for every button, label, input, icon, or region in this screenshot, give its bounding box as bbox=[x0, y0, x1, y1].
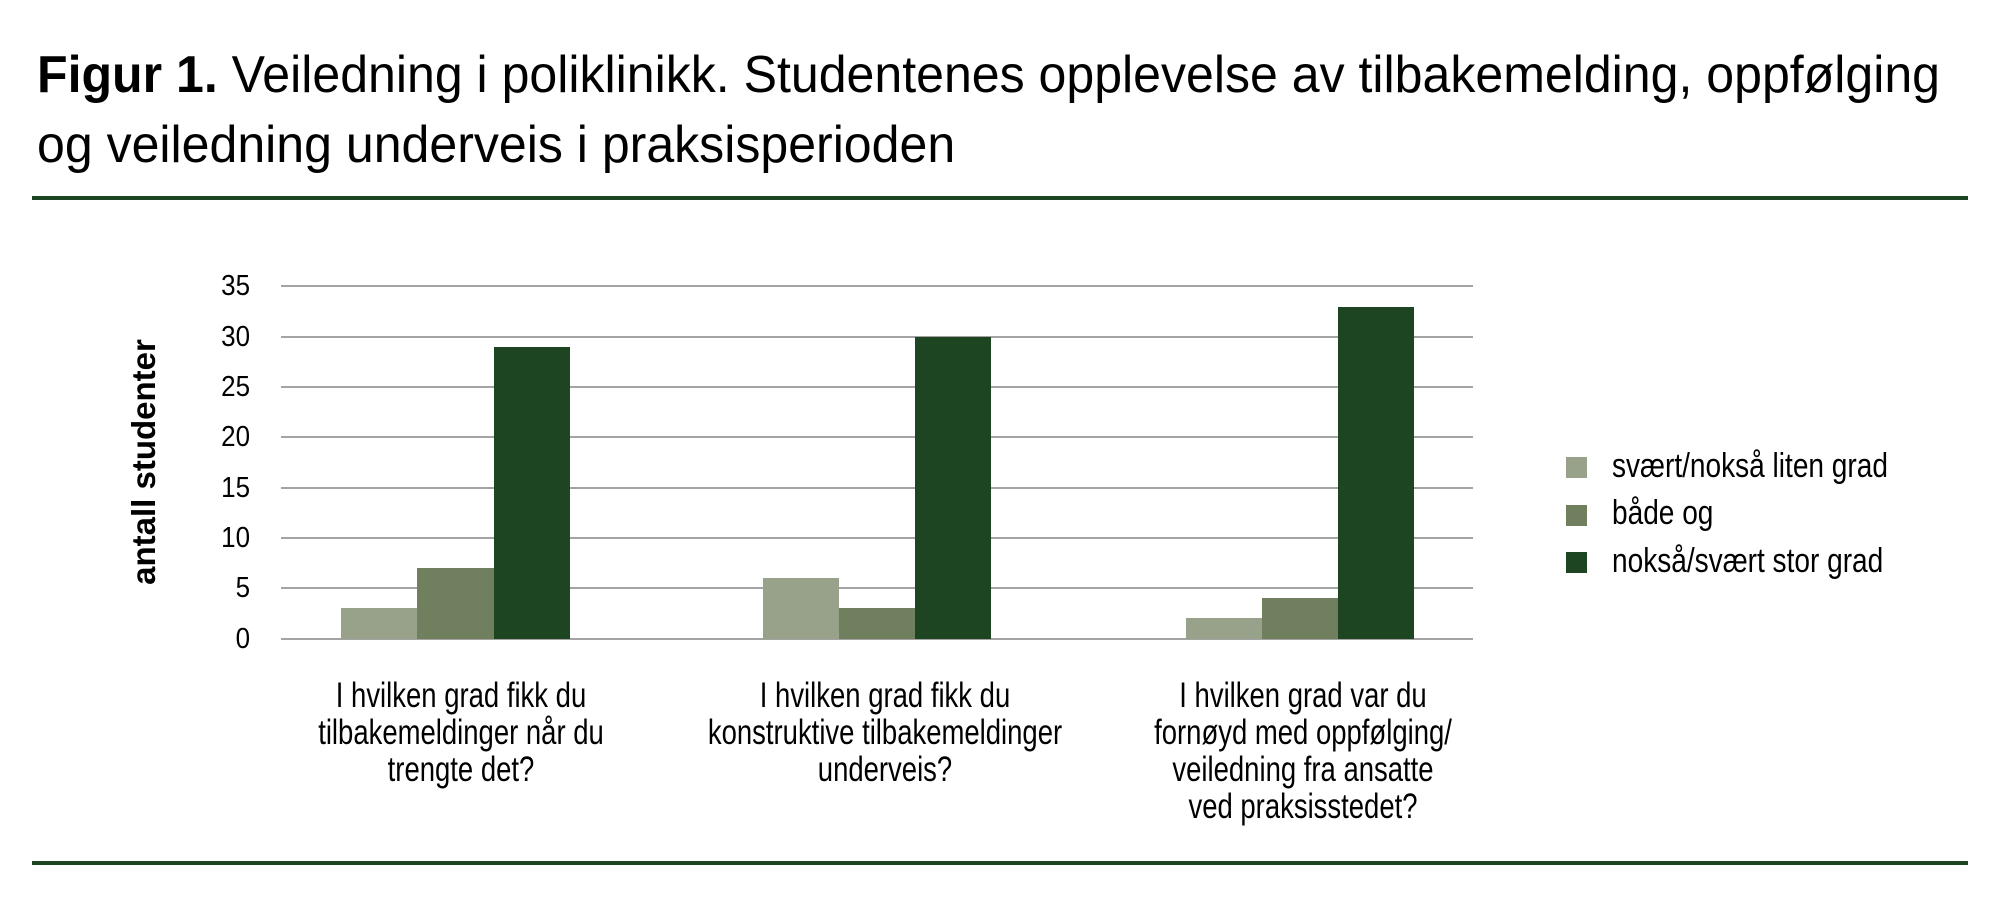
y-tick-label-20: 20 bbox=[221, 421, 250, 454]
y-tick-label-15: 15 bbox=[221, 471, 250, 504]
bar-3-1 bbox=[1185, 618, 1262, 640]
y-tick-label-0: 0 bbox=[235, 622, 250, 655]
category-label-1: I hvilken grad fikk du tilbakemeldinger … bbox=[317, 675, 604, 789]
figure-title: Figur 1. Veiledning i poliklinikk. Stude… bbox=[37, 40, 1952, 180]
bar-3-3 bbox=[1338, 306, 1415, 640]
gridline-25 bbox=[281, 386, 1473, 388]
gridline-35 bbox=[281, 285, 1473, 288]
legend-item-2: både og bbox=[1566, 494, 1735, 532]
figure-title-number: Figur 1. bbox=[37, 46, 218, 104]
legend-item-1: svært/nokså liten grad bbox=[1566, 446, 1947, 485]
legend-label-1: svært/nokså liten grad bbox=[1612, 446, 1888, 485]
gridline-10 bbox=[281, 536, 1473, 539]
bar-2-2 bbox=[838, 608, 915, 640]
figure-title-text: Veiledning i poliklinikk. Studentenes op… bbox=[37, 46, 1941, 174]
bar-1-1 bbox=[341, 608, 418, 640]
y-tick-label-35: 35 bbox=[221, 270, 250, 303]
category-label-2: I hvilken grad fikk du konstruktive tilb… bbox=[707, 675, 1063, 789]
category-label-3: I hvilken grad var du fornøyd med oppføl… bbox=[1153, 675, 1452, 826]
bar-3-2 bbox=[1262, 598, 1339, 640]
gridline-20 bbox=[281, 436, 1473, 439]
bar-1-2 bbox=[417, 568, 494, 640]
top-rule bbox=[32, 195, 1968, 200]
bar-2-1 bbox=[762, 578, 839, 640]
y-tick-label-30: 30 bbox=[221, 320, 250, 353]
legend-swatch-1 bbox=[1566, 457, 1587, 478]
legend-swatch-3 bbox=[1566, 552, 1587, 573]
legend-label-3: nokså/svært stor grad bbox=[1612, 541, 1884, 580]
gridline-15 bbox=[281, 486, 1473, 489]
bottom-rule bbox=[32, 860, 1968, 865]
gridline-5 bbox=[281, 587, 1473, 590]
y-tick-label-25: 25 bbox=[221, 370, 250, 403]
legend-swatch-2 bbox=[1566, 504, 1587, 526]
y-tick-label-10: 10 bbox=[221, 521, 250, 554]
y-tick-label-5: 5 bbox=[235, 571, 250, 604]
bar-2-3 bbox=[915, 336, 992, 640]
legend-item-3: nokså/svært stor grad bbox=[1566, 541, 1941, 580]
legend-label-2: både og bbox=[1612, 494, 1714, 532]
gridline-30 bbox=[281, 335, 1473, 338]
bar-1-3 bbox=[493, 346, 570, 640]
